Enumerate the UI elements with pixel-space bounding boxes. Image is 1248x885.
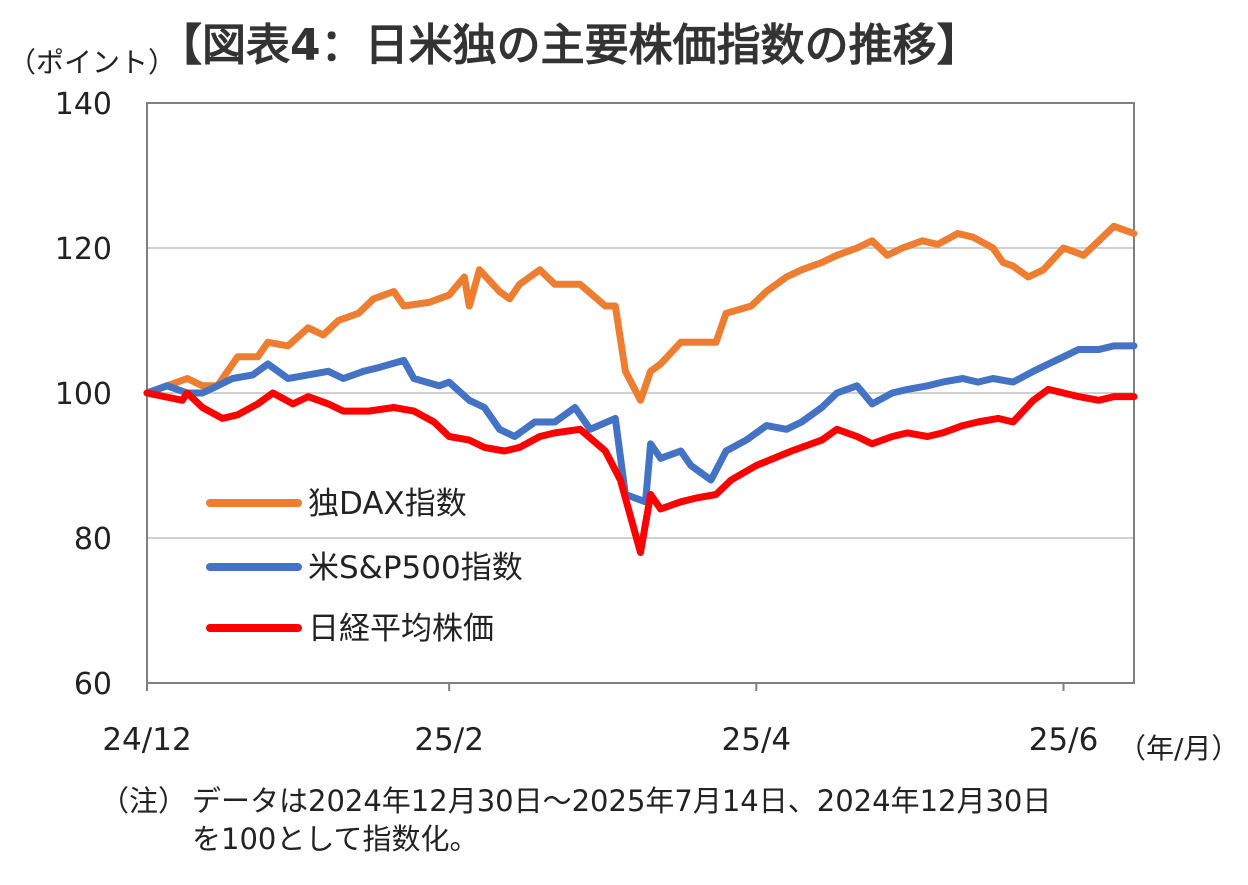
- x-axis-ticks: 24/12 25/2 25/4 25/6: [102, 683, 1098, 758]
- y-tick-label: 140: [55, 87, 112, 122]
- y-tick-label: 60: [74, 667, 112, 702]
- legend-label-dax: 独DAX指数: [308, 486, 467, 522]
- y-axis-ticks: 140 120 100 80 60: [55, 87, 112, 702]
- y-tick-label: 100: [55, 377, 112, 412]
- footnote-text-1: データは2024年12月30日～2025年7月14日、2024年12月30日: [192, 784, 1052, 818]
- y-tick-label: 120: [55, 232, 112, 267]
- footnote-line-1: （注） データは2024年12月30日～2025年7月14日、2024年12月30…: [100, 782, 1240, 820]
- x-axis-unit-label: （年/月）: [1118, 732, 1239, 765]
- footnote: （注） データは2024年12月30日～2025年7月14日、2024年12月30…: [100, 782, 1240, 858]
- x-tick-label: 24/12: [102, 722, 191, 758]
- x-tick-label: 25/2: [414, 722, 484, 758]
- y-axis-unit-label: （ポイント）: [8, 46, 176, 79]
- series-line-dax: [143, 222, 1138, 404]
- legend-label-sp500: 米S&P500指数: [308, 550, 523, 586]
- footnote-line-2: を100として指数化。: [192, 822, 479, 856]
- chart-title: 【図表4：日米独の主要株価指数の推移】: [158, 20, 981, 71]
- x-tick-label: 25/4: [722, 722, 792, 758]
- series-line-nikkei: [143, 385, 1138, 556]
- footnote-prefix: （注）: [100, 784, 188, 818]
- series-line-sp500: [143, 342, 1138, 506]
- x-tick-label: 25/6: [1029, 722, 1099, 758]
- legend-label-nikkei: 日経平均株価: [308, 611, 494, 647]
- y-tick-label: 80: [74, 522, 112, 557]
- series-lines: [143, 222, 1138, 556]
